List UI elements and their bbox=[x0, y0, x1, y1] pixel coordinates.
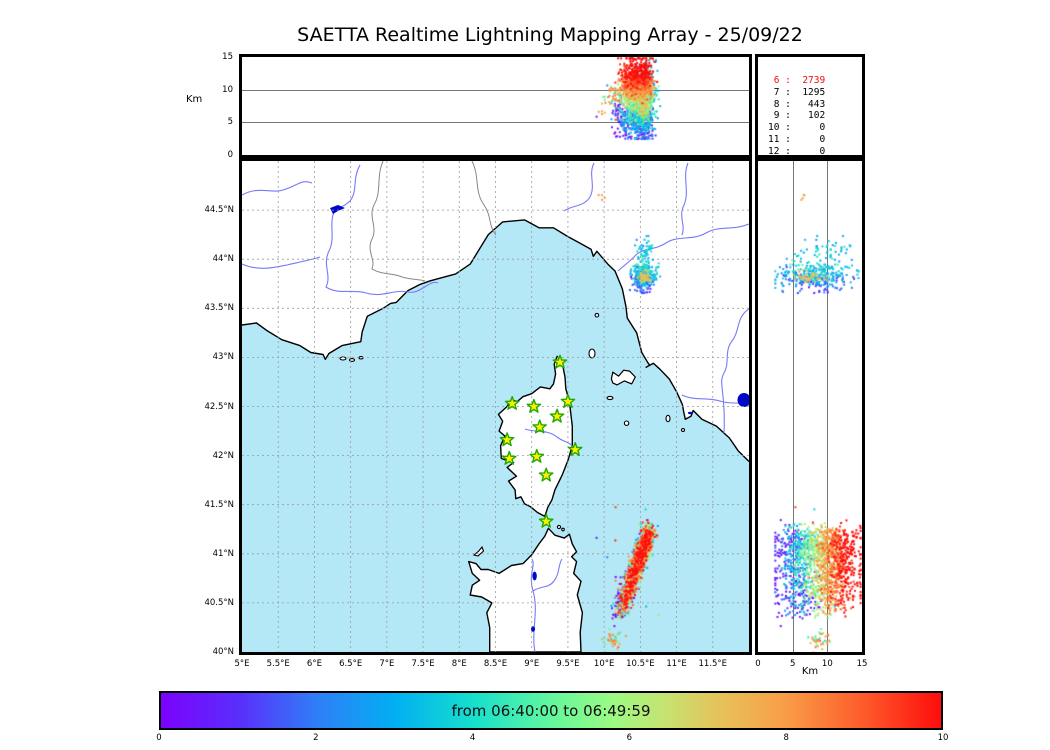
colorbar-tick-label: 8 bbox=[783, 733, 789, 743]
map-lon-tick-label: 7.5°E bbox=[411, 659, 435, 669]
map-lat-tick-label: 44.5°N bbox=[204, 205, 234, 216]
map-lon-tick-label: 5.5°E bbox=[266, 659, 290, 669]
map-lon-tick-label: 7°E bbox=[379, 659, 395, 669]
colorbar-tick-label: 2 bbox=[313, 733, 319, 743]
right-panel-x-tick-label: 0 bbox=[755, 659, 761, 669]
source-count-row: 8 : 443 bbox=[768, 98, 826, 110]
map-lat-tick-label: 42.5°N bbox=[204, 401, 234, 412]
top-panel-y-tick-label: 5 bbox=[227, 117, 233, 128]
map-lat-tick-label: 41.5°N bbox=[204, 499, 234, 510]
time-colorbar: from 06:40:00 to 06:49:59 bbox=[159, 691, 943, 730]
map-lat-tick-label: 42°N bbox=[212, 450, 234, 461]
right-panel-x-tick-label: 15 bbox=[856, 659, 868, 669]
altitude-latitude-panel bbox=[755, 158, 865, 655]
colorbar-tick-label: 0 bbox=[156, 733, 162, 743]
source-count-row: 10 : 0 bbox=[768, 122, 826, 134]
colorbar-tick-label: 6 bbox=[626, 733, 633, 743]
top-panel-y-tick-label: 15 bbox=[222, 52, 233, 62]
map-lon-tick-label: 10.5°E bbox=[626, 659, 655, 669]
map-lon-tick-label: 11.5°E bbox=[698, 659, 728, 669]
altitude-longitude-scatter-canvas bbox=[242, 57, 749, 155]
colorbar-tick-label: 4 bbox=[469, 733, 476, 743]
map-lon-tick-label: 11°E bbox=[666, 659, 687, 669]
map-lon-tick-label: 5°E bbox=[234, 659, 250, 669]
map-plot-area bbox=[242, 161, 749, 652]
map-lat-tick-label: 43.5°N bbox=[204, 303, 234, 314]
altitude-latitude-plot-area bbox=[758, 161, 862, 652]
map-lightning-scatter-canvas bbox=[242, 161, 749, 652]
source-count-row: 9 : 102 bbox=[768, 110, 826, 122]
right-panel-km-unit-label: Km bbox=[801, 666, 819, 677]
map-lon-tick-label: 8°E bbox=[451, 659, 467, 669]
map-lon-tick-label: 6.5°E bbox=[339, 659, 363, 669]
map-lat-tick-label: 41°N bbox=[212, 548, 234, 559]
time-window-label: from 06:40:00 to 06:49:59 bbox=[451, 701, 651, 720]
altitude-longitude-plot-area bbox=[242, 57, 749, 155]
map-lon-tick-label: 9.5°E bbox=[556, 659, 580, 669]
map-lon-tick-label: 8.5°E bbox=[483, 659, 508, 669]
source-count-row: 6 : 2739 bbox=[768, 75, 826, 86]
map-lat-tick-label: 40°N bbox=[212, 647, 234, 657]
map-lat-tick-label: 44°N bbox=[212, 254, 234, 265]
colorbar-tick-label: 10 bbox=[937, 733, 949, 743]
map-lon-tick-label: 6°E bbox=[306, 659, 322, 669]
top-panel-y-tick-label: 0 bbox=[227, 150, 233, 160]
top-panel-y-tick-label: 10 bbox=[222, 84, 233, 95]
altitude-longitude-panel bbox=[239, 54, 752, 158]
right-panel-x-tick-label: 10 bbox=[821, 659, 833, 669]
source-count-row: 11 : 0 bbox=[768, 133, 826, 145]
altitude-latitude-scatter-canvas bbox=[758, 161, 862, 652]
map-panel bbox=[239, 158, 752, 655]
top-panel-km-unit-label: Km bbox=[186, 94, 203, 105]
page-title: SAETTA Realtime Lightning Mapping Array … bbox=[297, 24, 803, 46]
source-count-row: 7 : 1295 bbox=[768, 86, 826, 98]
map-lat-tick-label: 40.5°N bbox=[204, 597, 234, 608]
right-panel-x-tick-label: 5 bbox=[789, 659, 796, 669]
map-lon-tick-label: 10°E bbox=[593, 659, 615, 669]
map-lat-tick-label: 43°N bbox=[212, 352, 234, 363]
map-lon-tick-label: 9°E bbox=[524, 659, 540, 669]
source-count-row: 12 : 0 bbox=[768, 145, 826, 157]
